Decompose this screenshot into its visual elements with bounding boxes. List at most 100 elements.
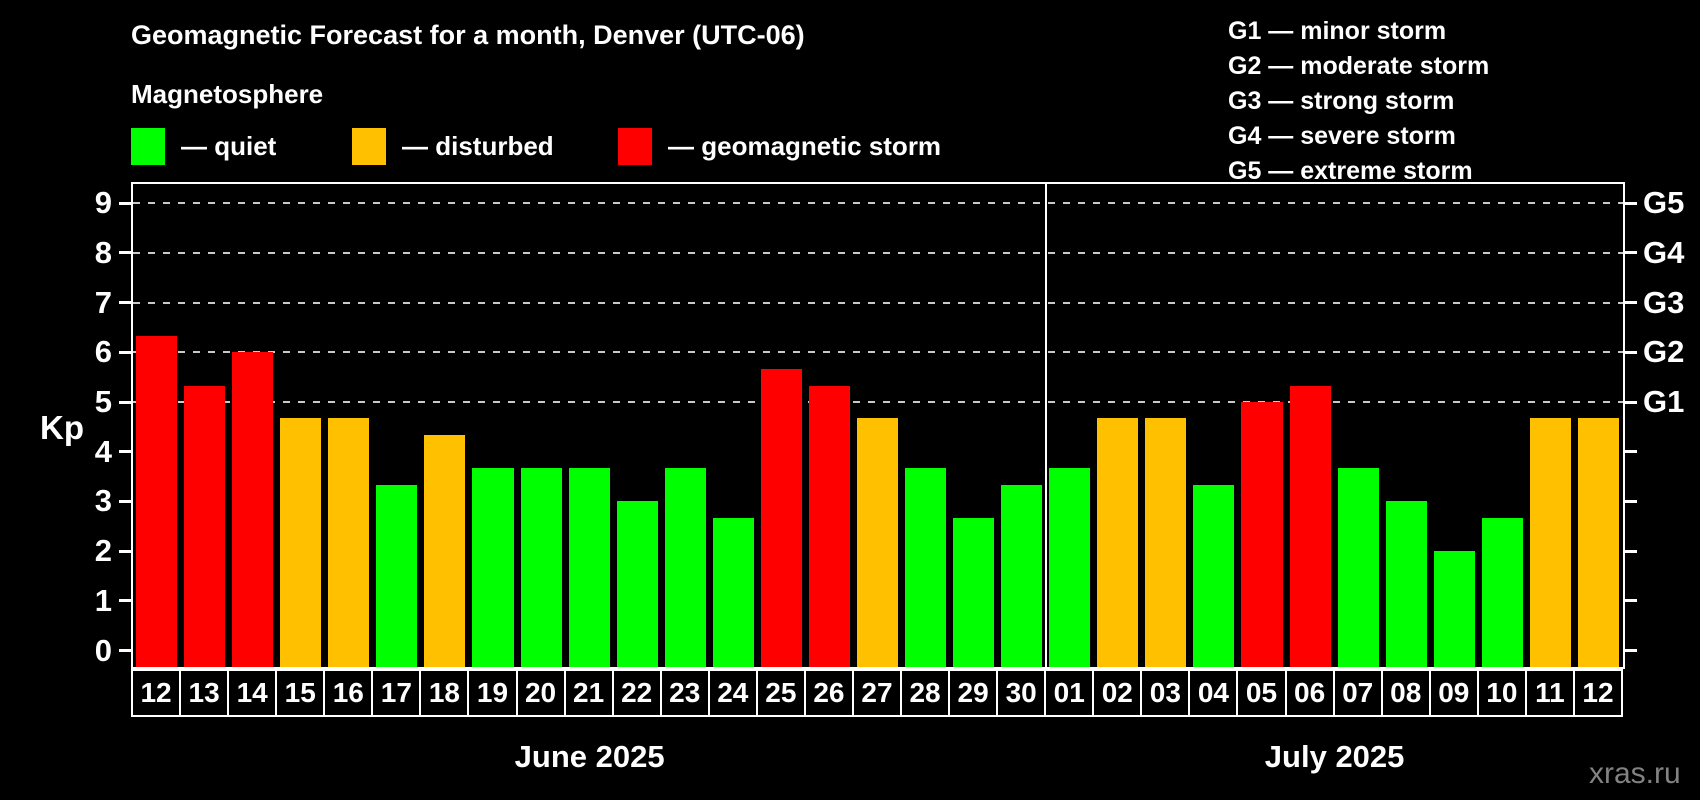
g-legend-line-2: G2 — moderate storm: [1228, 52, 1490, 80]
day-label-july-07: 07: [1332, 669, 1383, 717]
gridline-kp7: [133, 301, 1623, 304]
day-label-june-14: 14: [227, 669, 278, 717]
right-axis-label-G3: G3: [1643, 284, 1685, 320]
chart-title: Geomagnetic Forecast for a month, Denver…: [131, 20, 805, 50]
right-tick-2: [1625, 549, 1637, 553]
day-label-july-05: 05: [1236, 669, 1287, 717]
kp-bar-day-20: [520, 468, 562, 667]
legend-swatch-storm: [618, 127, 652, 165]
kp-bar-day-21: [568, 468, 610, 667]
day-label-june-23: 23: [659, 669, 710, 717]
y-tick-2: [119, 549, 131, 553]
y-tick-0: [119, 649, 131, 652]
kp-bar-day-26: [808, 385, 850, 667]
kp-bar-day-10: [1481, 517, 1523, 667]
day-label-july-12: 12: [1572, 669, 1623, 717]
watermark: xras.ru: [1589, 757, 1681, 790]
kp-bar-day-13: [184, 385, 226, 667]
kp-bar-day-19: [472, 468, 514, 667]
kp-bar-day-23: [664, 468, 706, 667]
y-tick-9: [119, 201, 131, 205]
legend-label-quiet: — quiet: [181, 130, 277, 161]
kp-bar-day-15: [280, 418, 322, 667]
kp-bar-day-28: [905, 468, 947, 667]
y-tick-label-8: 8: [94, 234, 112, 270]
g-legend-line-1: G1 — minor storm: [1228, 17, 1447, 45]
day-label-june-13: 13: [179, 669, 230, 717]
legend-label-disturbed: — disturbed: [402, 130, 554, 161]
y-tick-label-0: 0: [94, 632, 112, 668]
right-tick-9: [1625, 201, 1637, 205]
day-label-june-27: 27: [851, 669, 903, 717]
right-axis-label-G1: G1: [1643, 384, 1685, 419]
kp-bar-day-11: [1529, 418, 1571, 667]
kp-bar-day-12: [136, 335, 178, 667]
day-label-june-28: 28: [900, 669, 951, 717]
day-label-july-04: 04: [1188, 669, 1239, 717]
y-tick-label-2: 2: [94, 533, 112, 569]
kp-bar-day-08: [1385, 501, 1427, 667]
kp-bar-day-07: [1337, 468, 1379, 667]
right-tick-1: [1625, 599, 1637, 603]
kp-bar-day-22: [616, 501, 658, 667]
g-scale-legend: G1 — minor storm G2 — moderate storm G3 — …: [1228, 14, 1489, 189]
kp-bar-day-18: [424, 435, 466, 667]
month-label-july: July 2025: [1264, 739, 1405, 774]
legend-item-disturbed: — disturbed: [352, 125, 554, 167]
kp-bar-day-24: [712, 517, 754, 667]
y-tick-7: [119, 301, 131, 305]
right-tick-0: [1625, 649, 1637, 652]
legend-label-storm: — geomagnetic storm: [668, 130, 942, 161]
day-label-june-15: 15: [275, 669, 326, 717]
y-tick-3: [119, 499, 131, 503]
y-tick-label-9: 9: [94, 185, 112, 221]
day-label-june-30: 30: [996, 669, 1047, 717]
right-axis-label-G2: G2: [1643, 334, 1685, 370]
plot-area: [131, 182, 1625, 669]
y-tick-label-6: 6: [94, 334, 112, 370]
kp-bar-day-05: [1241, 402, 1283, 667]
gridline-kp6: [133, 351, 1623, 354]
gridline-kp8: [133, 251, 1623, 254]
right-tick-3: [1625, 499, 1637, 503]
kp-bar-day-03: [1145, 418, 1187, 667]
day-label-july-10: 10: [1476, 669, 1527, 717]
kp-bar-day-16: [328, 418, 370, 667]
y-tick-label-3: 3: [94, 483, 112, 519]
legend-item-quiet: — quiet: [131, 125, 276, 167]
day-label-june-18: 18: [419, 669, 470, 717]
kp-bar-day-02: [1097, 418, 1139, 667]
right-tick-8: [1625, 251, 1637, 255]
right-tick-7: [1625, 301, 1637, 305]
kp-bar-day-17: [376, 484, 418, 667]
y-tick-4: [119, 450, 131, 454]
kp-bar-day-06: [1289, 385, 1331, 667]
day-label-june-22: 22: [611, 669, 662, 717]
kp-bar-day-25: [760, 368, 802, 667]
day-label-june-29: 29: [948, 669, 999, 717]
gridline-kp5: [133, 401, 1623, 403]
legend-swatch-disturbed: [352, 127, 386, 165]
gridline-kp9: [133, 202, 1623, 205]
month-label-june: June 2025: [514, 739, 665, 774]
kp-bar-day-04: [1193, 484, 1235, 667]
day-label-june-25: 25: [755, 669, 806, 717]
right-axis-label-G5: G5: [1643, 185, 1685, 221]
day-label-june-21: 21: [563, 669, 614, 717]
kp-bar-day-14: [232, 352, 274, 667]
right-tick-4: [1625, 450, 1637, 454]
y-tick-1: [119, 599, 131, 603]
day-label-june-24: 24: [707, 669, 758, 717]
y-tick-label-4: 4: [94, 433, 112, 469]
y-tick-label-7: 7: [94, 284, 112, 320]
y-tick-label-5: 5: [94, 384, 112, 419]
legend-item-storm: — geomagnetic storm: [618, 125, 941, 167]
right-tick-5: [1625, 400, 1637, 404]
right-axis-label-G4: G4: [1643, 234, 1685, 270]
day-label-june-16: 16: [323, 669, 374, 717]
y-tick-label-1: 1: [94, 582, 112, 618]
day-label-june-17: 17: [371, 669, 422, 717]
kp-bar-day-30: [1001, 484, 1043, 667]
chart-subtitle: Magnetosphere: [131, 79, 324, 109]
